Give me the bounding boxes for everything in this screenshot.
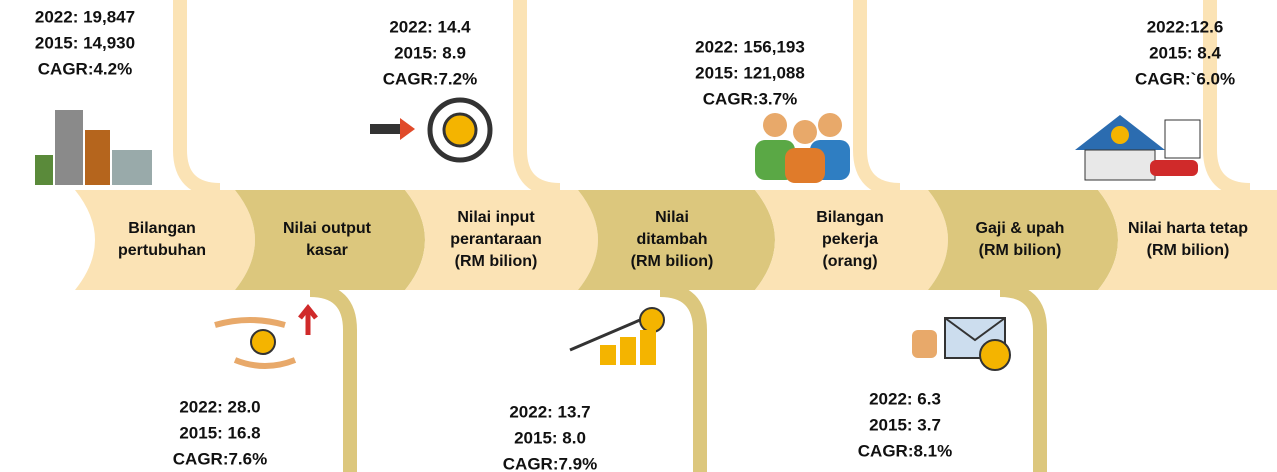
segment-label: (RM bilion) (1147, 242, 1230, 259)
stat-line: 2022: 19,847 (35, 7, 135, 26)
segment-label: pertubuhan (118, 242, 206, 259)
segment-label: kasar (306, 242, 348, 259)
stat-line: CAGR:`6.0% (1135, 69, 1235, 88)
stat-line: 2015: 8.4 (1149, 43, 1221, 62)
building-icon (35, 110, 152, 185)
segment-label: (orang) (822, 253, 877, 270)
stat-line: 2022: 6.3 (869, 389, 941, 408)
segment-label: Bilangan (816, 209, 884, 226)
envelope-icon (912, 318, 1010, 370)
stat-line: 2022: 28.0 (179, 397, 260, 416)
stat-line: CAGR:4.2% (38, 59, 132, 78)
segment-label: (RM bilion) (979, 242, 1062, 259)
ribbon-segment (75, 190, 255, 290)
stem (860, 0, 900, 190)
house-icon (1075, 115, 1200, 180)
segment-label: Nilai harta tetap (1128, 220, 1248, 237)
stem (660, 290, 700, 472)
stat-line: 2015: 16.8 (179, 423, 260, 442)
stat-line: 2015: 8.9 (394, 43, 466, 62)
ribbon-segment (928, 190, 1118, 290)
stem (520, 0, 560, 190)
gear-icon (370, 100, 490, 160)
ribbon-segment (235, 190, 425, 290)
segment-label: (RM bilion) (455, 253, 538, 270)
segment-label: Bilangan (128, 220, 196, 237)
stem (180, 0, 220, 190)
stat-line: CAGR:7.6% (173, 449, 267, 468)
segment-label: (RM bilion) (631, 253, 714, 270)
stat-line: 2015: 121,088 (695, 63, 805, 82)
stat-line: 2022: 14.4 (389, 17, 471, 36)
people-icon (755, 113, 850, 183)
stat-line: CAGR:7.2% (383, 69, 477, 88)
segment-label: perantaraan (450, 231, 542, 248)
stat-line: 2015: 8.0 (514, 428, 586, 447)
stat-line: CAGR:8.1% (858, 441, 952, 460)
segment-label: Nilai output (283, 220, 372, 237)
coin-stack-icon (570, 308, 664, 365)
stat-line: CAGR:3.7% (703, 89, 797, 108)
stat-line: CAGR:7.9% (503, 454, 597, 472)
stat-line: 2022: 13.7 (509, 402, 590, 421)
segment-label: pekerja (822, 231, 878, 248)
stat-line: 2022: 156,193 (695, 37, 805, 56)
stat-line: 2015: 3.7 (869, 415, 941, 434)
segment-label: Gaji & upah (976, 220, 1065, 237)
segment-label: ditambah (636, 231, 707, 248)
stat-line: 2022:12.6 (1147, 17, 1224, 36)
stat-line: 2015: 14,930 (35, 33, 135, 52)
segment-label: Nilai (655, 209, 689, 226)
money-hands-icon (215, 308, 316, 366)
ribbon-segment (1098, 190, 1277, 290)
segment-label: Nilai input (457, 209, 535, 226)
infographic: Bilangan pertubuhan 2022: 19,847 2015: 14,9… (0, 0, 1277, 472)
